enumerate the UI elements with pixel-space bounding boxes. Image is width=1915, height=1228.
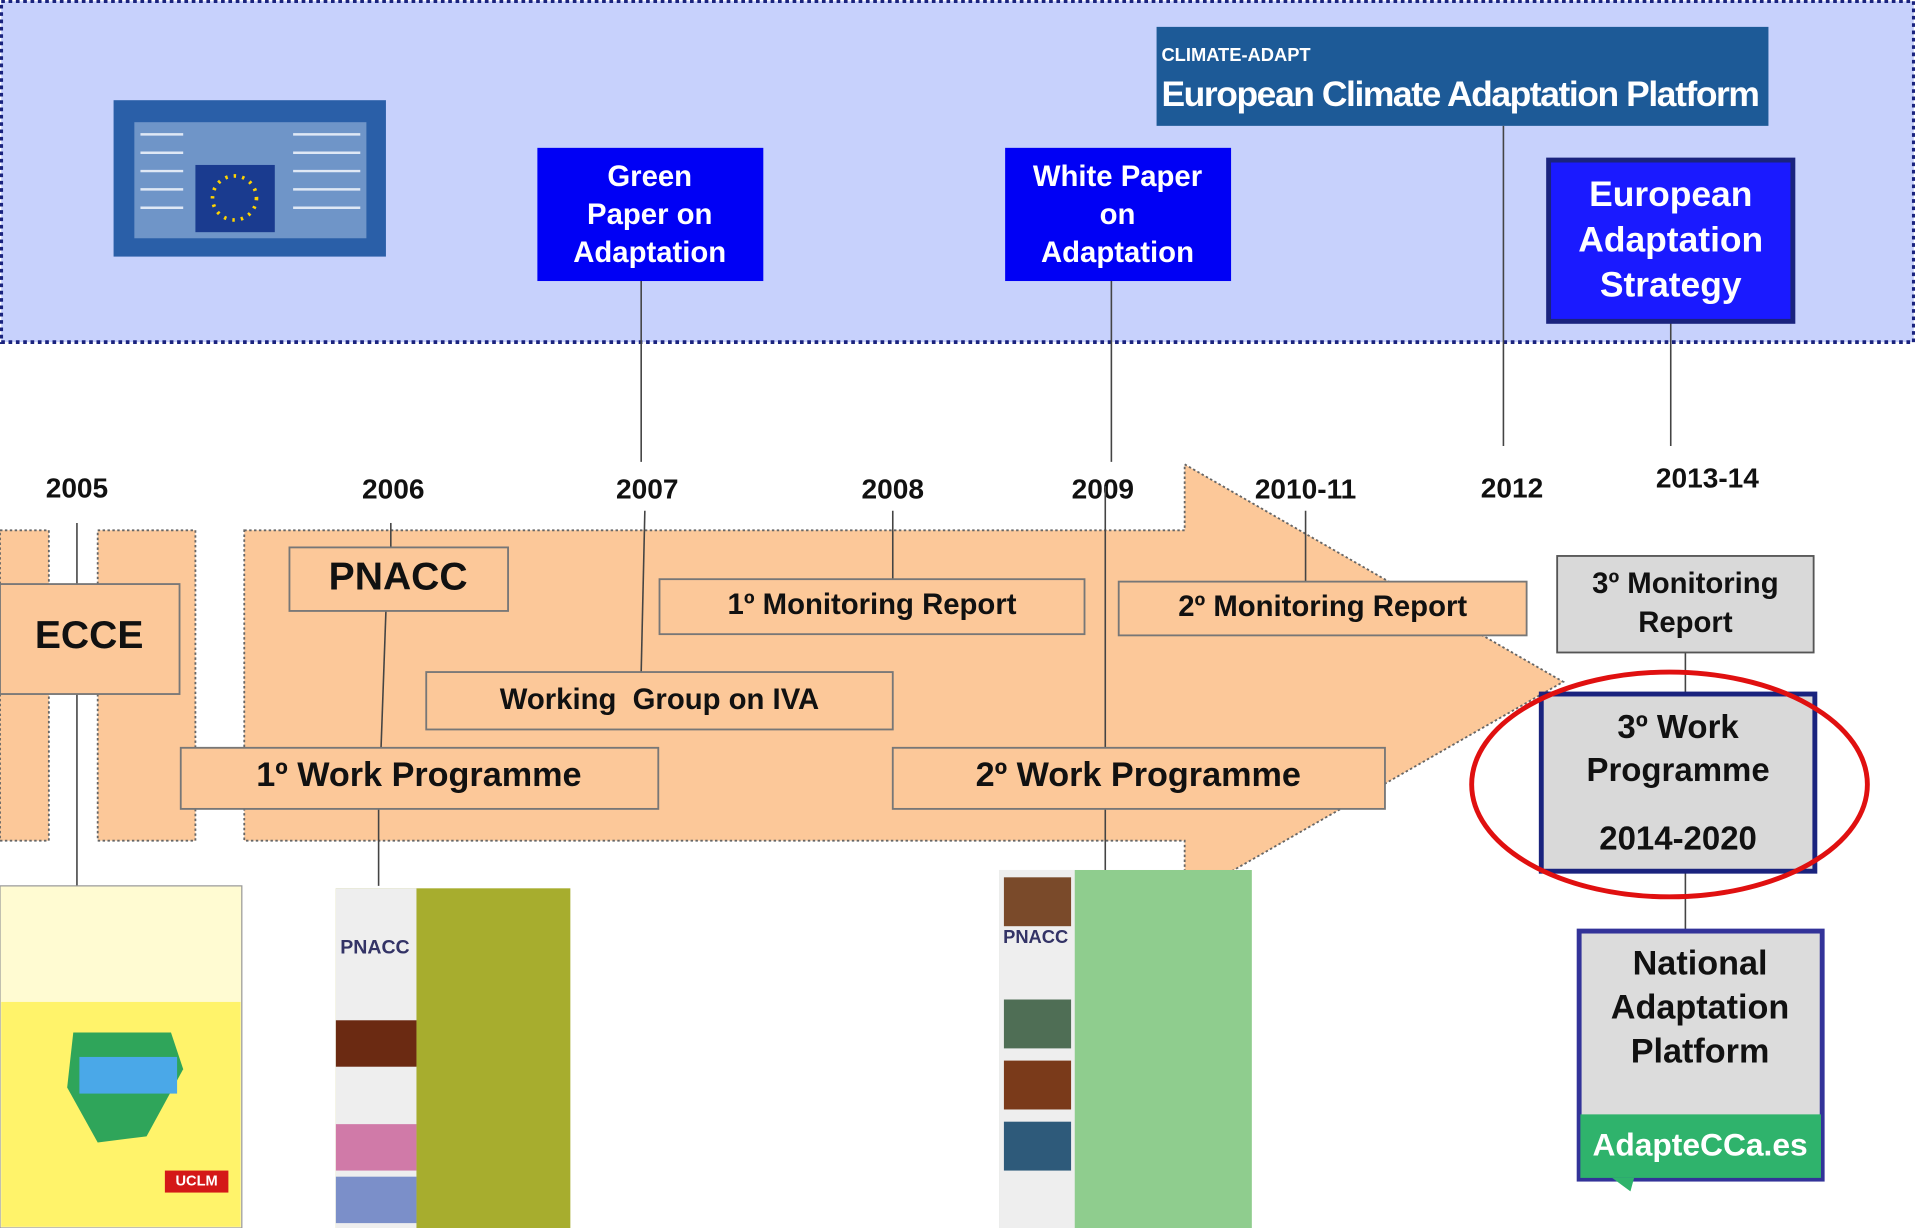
- shape: [1004, 1061, 1071, 1110]
- year: 2008: [862, 474, 924, 505]
- label: Adaptation: [1041, 236, 1194, 269]
- year: 2009: [1072, 474, 1134, 505]
- ecce-box: ECCE: [0, 584, 180, 694]
- shape: [1612, 1178, 1634, 1191]
- shape: [79, 1057, 177, 1094]
- green-paper: Green Paper on Adaptation: [537, 148, 763, 281]
- work-programme-1: 1º Work Programme: [181, 748, 659, 809]
- pnacc-box: PNACC: [289, 547, 508, 611]
- label: Strategy: [1600, 264, 1742, 304]
- shape: [1004, 1122, 1071, 1171]
- work-programme-2: 2º Work Programme: [893, 748, 1385, 809]
- label: 3º Monitoring: [1592, 567, 1778, 600]
- monitoring-3: 3º Monitoring Report: [1557, 556, 1813, 653]
- cover-title: PNACC: [1003, 926, 1068, 947]
- label: 3º Work: [1617, 708, 1739, 745]
- label: National: [1633, 944, 1768, 982]
- pnacc-cover-2: PNACC: [999, 870, 1252, 1228]
- label: ECCE: [35, 614, 144, 657]
- monitoring-2: 2º Monitoring Report: [1119, 582, 1527, 636]
- platform-logo: AdapteCCa.es: [1592, 1127, 1807, 1163]
- shape: [1004, 877, 1071, 926]
- label: Platform: [1631, 1032, 1770, 1070]
- label: 1º Work Programme: [256, 756, 581, 794]
- shape: [336, 1124, 417, 1170]
- white-paper: White Paper on Adaptation: [1005, 148, 1231, 281]
- label: Programme: [1586, 751, 1769, 788]
- label: Adaptation: [1611, 988, 1789, 1026]
- label: on: [1100, 198, 1136, 231]
- label: Adaptation: [1578, 219, 1763, 259]
- label: Adaptation: [573, 236, 726, 269]
- label: White Paper: [1033, 160, 1202, 193]
- shape: [1004, 1000, 1071, 1049]
- year: 2012: [1481, 472, 1543, 503]
- eu-commission-logo: [114, 100, 386, 256]
- cover-logo: UCLM: [175, 1173, 217, 1189]
- shape: [336, 1177, 417, 1223]
- banner-small: CLIMATE-ADAPT: [1161, 44, 1310, 65]
- label: 1º Monitoring Report: [728, 588, 1017, 621]
- label: Working Group on IVA: [500, 683, 819, 716]
- climate-adapt-banner: CLIMATE-ADAPT European Climate Adaptatio…: [1157, 27, 1769, 126]
- ecce-cover: UCLM: [0, 886, 242, 1228]
- year: 2006: [362, 474, 424, 505]
- year: 2007: [616, 474, 678, 505]
- pnacc-cover-1: PNACC: [336, 888, 570, 1228]
- year: 2013-14: [1656, 463, 1759, 494]
- cover-title: PNACC: [340, 936, 409, 958]
- timeline-diagram: CLIMATE-ADAPT European Climate Adaptatio…: [0, 0, 1915, 1228]
- label: 2º Work Programme: [976, 756, 1301, 794]
- year: 2005: [46, 472, 108, 503]
- national-platform: National Adaptation Platform AdapteCCa.e…: [1579, 931, 1822, 1191]
- label: 2014-2020: [1599, 819, 1757, 856]
- label: Green: [607, 160, 692, 193]
- shape: [336, 1020, 417, 1066]
- work-programme-3: 3º Work Programme 2014-2020: [1541, 694, 1815, 871]
- banner-title: European Climate Adaptation Platform: [1161, 74, 1759, 114]
- label: European: [1589, 174, 1752, 214]
- monitoring-1: 1º Monitoring Report: [660, 579, 1085, 634]
- label: Report: [1638, 606, 1733, 639]
- working-group: Working Group on IVA: [426, 672, 893, 729]
- label: Paper on: [587, 198, 712, 231]
- year: 2010-11: [1255, 474, 1356, 505]
- label: PNACC: [329, 555, 468, 598]
- label: 2º Monitoring Report: [1178, 590, 1467, 623]
- eu-strategy: European Adaptation Strategy: [1549, 160, 1793, 321]
